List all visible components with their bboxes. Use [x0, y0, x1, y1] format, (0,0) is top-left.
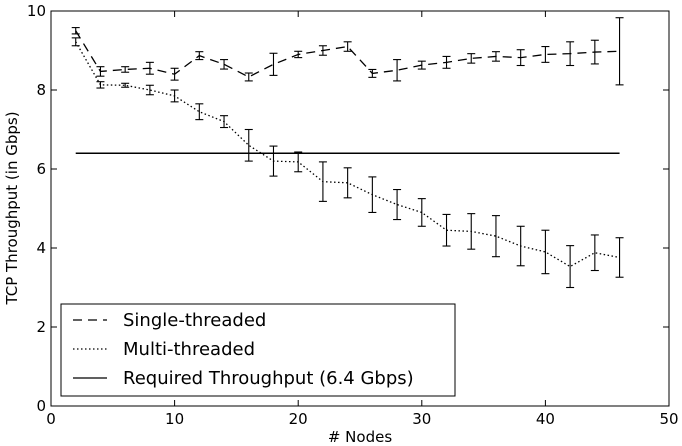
legend-box [60, 303, 456, 397]
x-tick-label: 50 [659, 410, 678, 428]
x-tick-label: 30 [412, 410, 431, 428]
y-tick-label: 10 [27, 2, 46, 20]
legend-label-multi-threaded: Multi-threaded [123, 339, 255, 360]
x-tick-label: 0 [46, 410, 56, 428]
x-tick-label: 40 [536, 410, 555, 428]
y-axis-label: TCP Throughput (in Gbps) [3, 111, 21, 305]
legend: Single-threaded Multi-threaded Required Th… [60, 303, 456, 397]
y-tick-label: 4 [36, 239, 46, 257]
plot-area [71, 17, 624, 289]
plot-frame [50, 10, 670, 407]
x-tick-label: 10 [165, 410, 184, 428]
y-tick-label: 2 [36, 318, 46, 336]
single-threaded-line [75, 30, 620, 78]
x-axis-label: # Nodes [328, 428, 392, 446]
axes: 0 10 20 30 40 50 0 2 4 6 8 10 [27, 2, 679, 428]
legend-label-single-threaded: Single-threaded [123, 310, 266, 331]
x-tick-label: 20 [289, 410, 308, 428]
y-tick-label: 6 [36, 160, 46, 178]
multi-threaded-line [75, 41, 620, 268]
legend-label-required-throughput-6-4-gbps: Required Throughput (6.4 Gbps) [123, 368, 414, 389]
y-tick-label: 0 [36, 397, 46, 415]
y-tick-label: 8 [36, 81, 46, 99]
